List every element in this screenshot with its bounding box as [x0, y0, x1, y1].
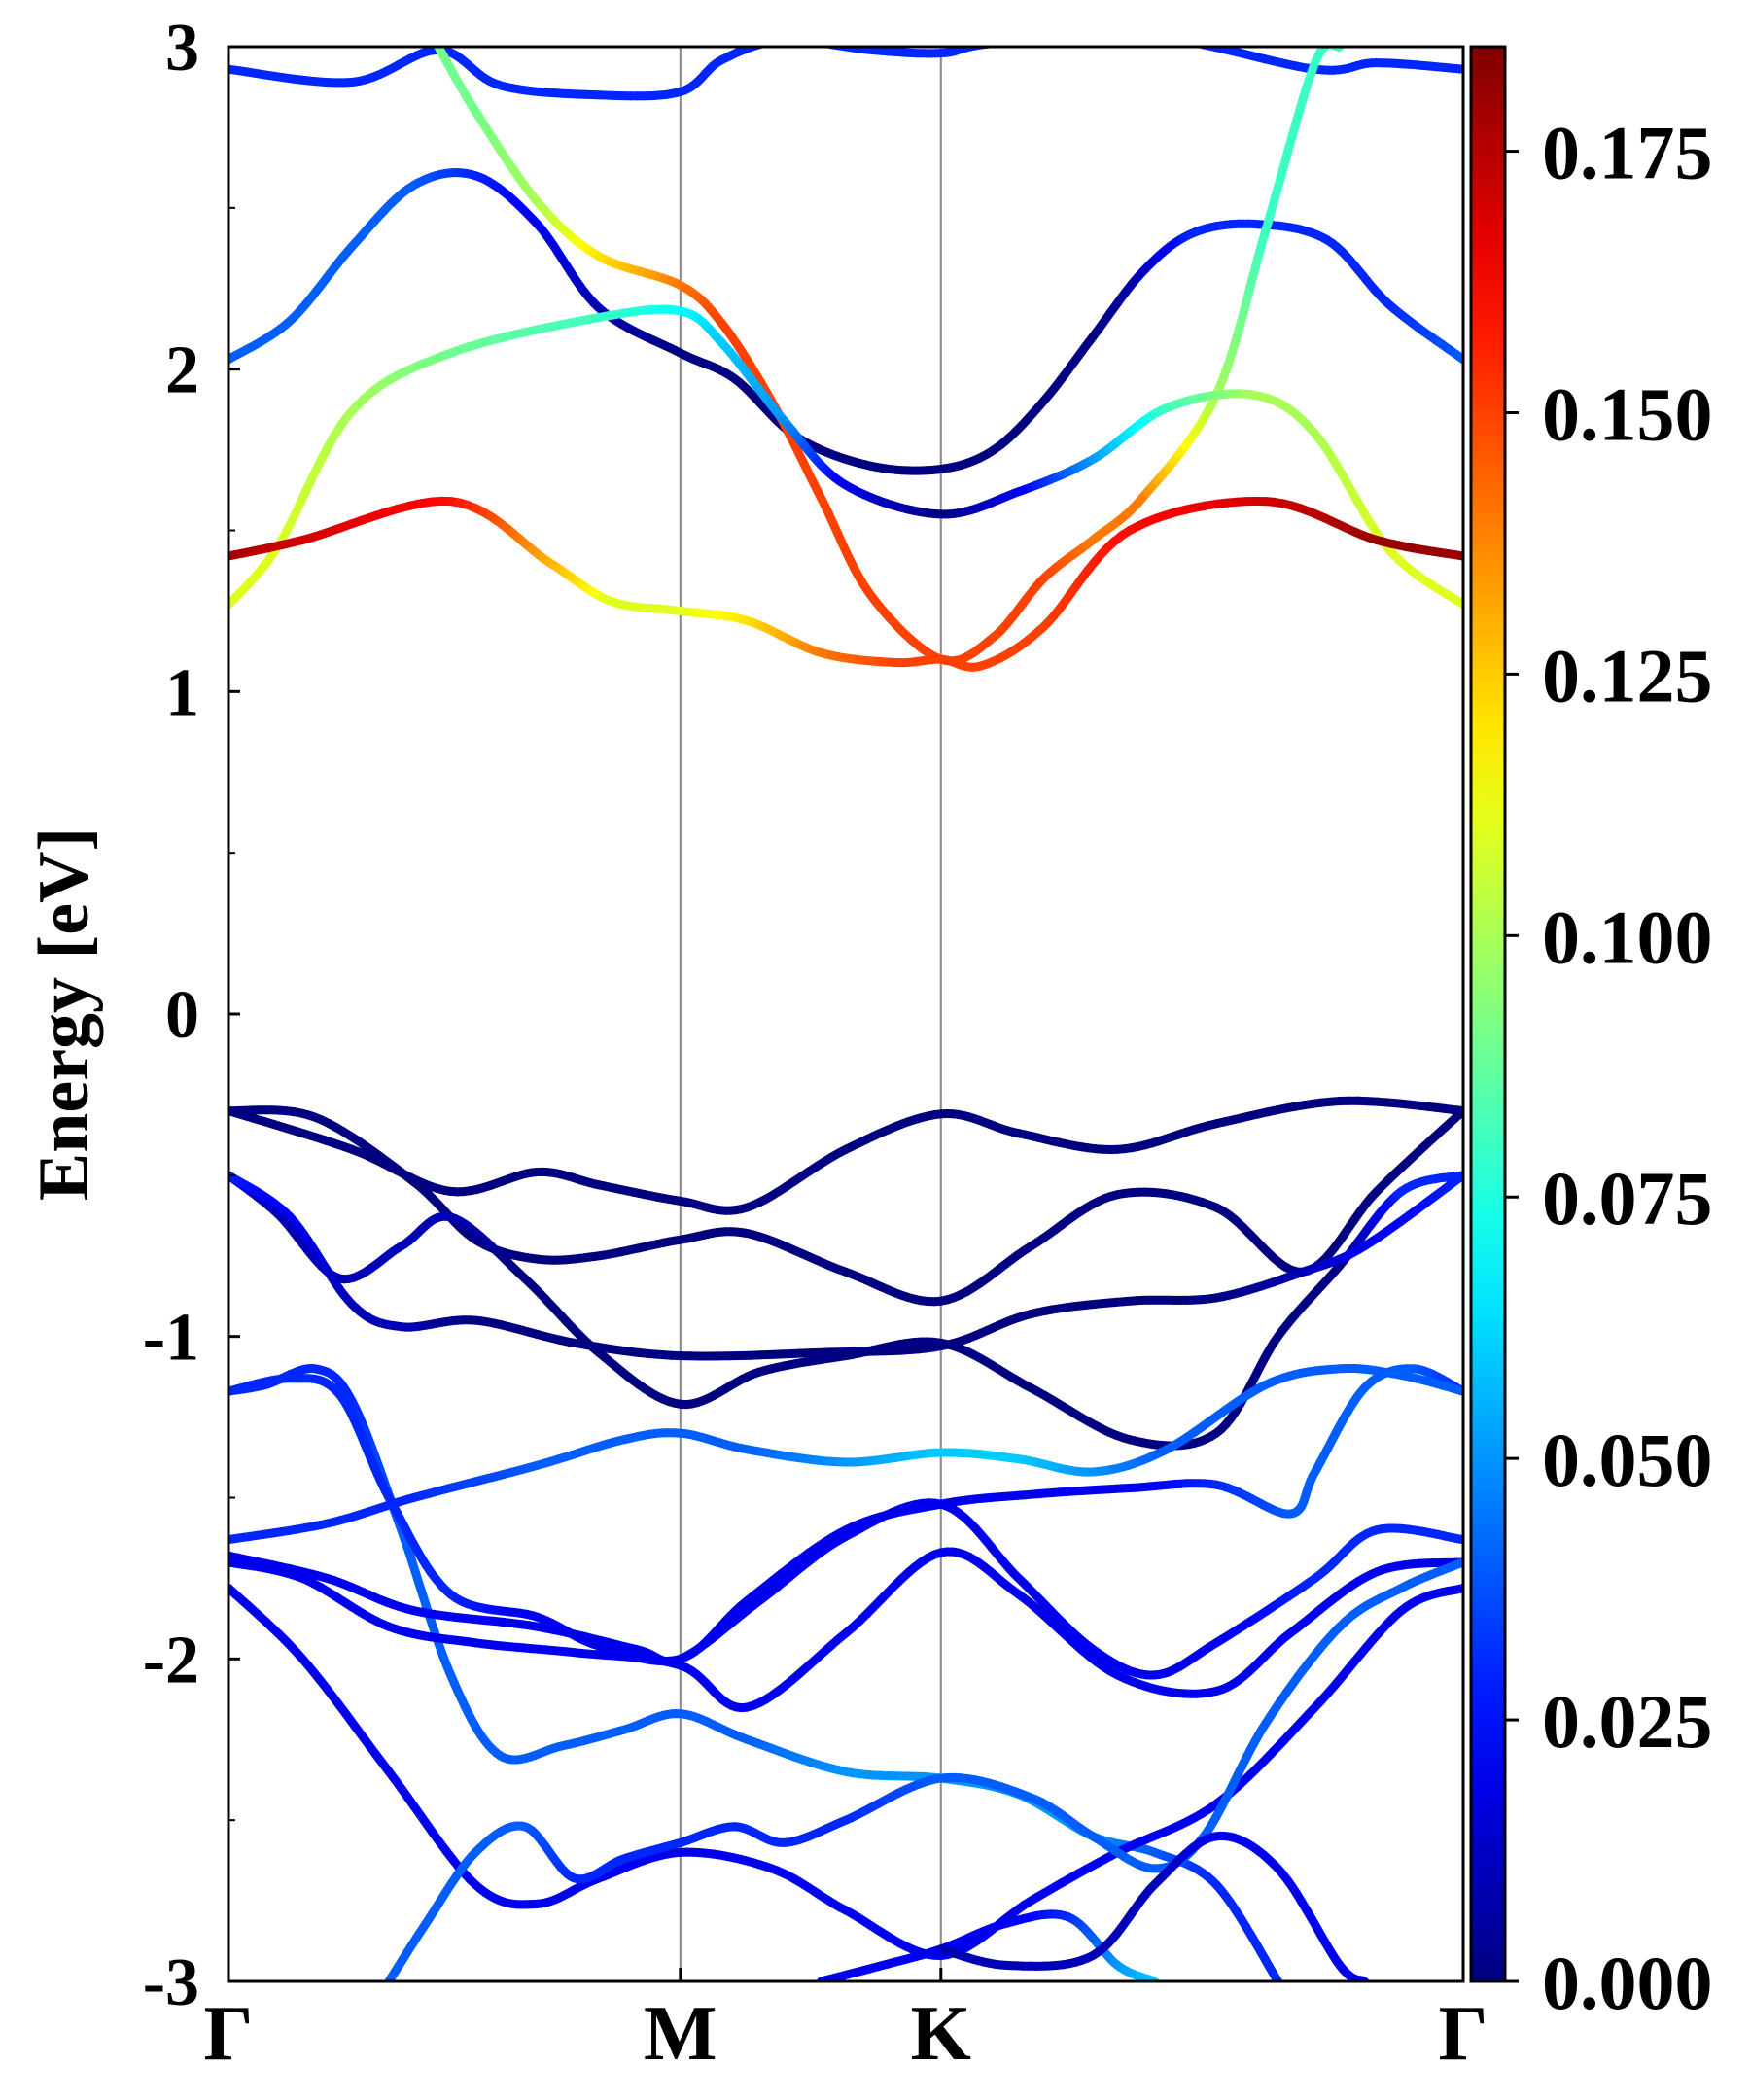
axis-ticks: -3 -2 -1 0 1 2 3 Γ M K Γ	[143, 11, 1488, 2077]
colorbar-tick-label: 0.150	[1542, 371, 1713, 456]
band-13	[228, 1498, 1463, 1680]
band-2	[228, 168, 1463, 475]
band-14	[228, 1547, 1463, 1713]
band-segment	[1155, 37, 1167, 38]
band-8	[228, 1171, 1463, 1451]
band-17	[817, 1909, 1159, 1981]
colorbar-gradient	[1469, 45, 1507, 1983]
band-segment	[999, 47, 1008, 48]
band-segment	[774, 41, 779, 42]
colorbar-tick-label: 0.000	[1542, 1941, 1713, 2025]
band-4	[228, 304, 1463, 610]
band-segment	[991, 47, 1004, 49]
band-segment	[1043, 39, 1055, 40]
colorbar-tick-label: 0.125	[1542, 633, 1713, 718]
band-lines	[228, 36, 1463, 1981]
band-9	[228, 1171, 1463, 1361]
band-segment	[817, 47, 822, 48]
colorbar-tick-label: 0.050	[1542, 1418, 1713, 1502]
band-segment	[823, 47, 838, 50]
band-16	[384, 1558, 1463, 1981]
band-1	[228, 36, 1463, 101]
band-5	[228, 496, 1463, 672]
x-tick-label: K	[911, 1991, 971, 2077]
colorbar-tick-label: 0.025	[1542, 1679, 1713, 1764]
colorbar: 0.000 0.025 0.050 0.075 0.100 0.125 0.150 0.175	[1469, 45, 1713, 2025]
band-3	[434, 47, 1345, 666]
y-axis-label: Energy [eV]	[24, 827, 104, 1201]
x-tick-label: Γ	[1439, 1991, 1488, 2077]
y-tick-label: 2	[165, 333, 199, 408]
band-segment	[818, 47, 830, 49]
band-segment	[1322, 47, 1333, 50]
band-segment	[761, 47, 769, 48]
y-tick-label: 3	[165, 11, 199, 86]
y-tick-label: -3	[143, 1945, 199, 2020]
band-segment	[1080, 36, 1093, 37]
y-tick-label: -2	[143, 1623, 199, 1698]
band-7	[228, 1105, 1463, 1307]
band-segment	[1178, 40, 1191, 42]
band-segment	[1032, 39, 1044, 40]
band-segment	[1022, 40, 1032, 41]
y-tick-label: 1	[165, 655, 199, 730]
band-15	[228, 1583, 1463, 1960]
y-tick-label: -1	[143, 1301, 199, 1376]
band-segment	[976, 47, 991, 50]
band-segment	[1191, 47, 1208, 50]
colorbar-tick-label: 0.075	[1542, 1156, 1713, 1241]
band-segment	[769, 42, 774, 43]
band-segment	[1011, 41, 1021, 42]
x-tick-label: M	[644, 1991, 718, 2077]
band-segment	[1055, 38, 1068, 39]
band-segment	[801, 41, 807, 42]
x-tick-label: Γ	[204, 1991, 254, 2077]
plot-axes	[227, 45, 1465, 1983]
band-11	[228, 1364, 1463, 1666]
band-segment	[1167, 38, 1179, 40]
plot-frame	[227, 45, 1465, 1983]
band-segment	[1142, 36, 1154, 37]
band-segment	[1068, 37, 1080, 38]
band-segment	[755, 47, 767, 50]
band-segment	[808, 41, 815, 42]
band-segment	[983, 47, 998, 49]
band-18	[936, 1831, 1369, 1981]
colorbar-tick-label: 0.100	[1542, 894, 1713, 979]
y-tick-label: 0	[165, 978, 199, 1053]
band-6	[228, 1096, 1463, 1215]
band-segment	[1328, 47, 1338, 50]
colorbar-tick-label: 0.175	[1542, 111, 1713, 195]
band-12	[228, 1364, 1463, 1545]
